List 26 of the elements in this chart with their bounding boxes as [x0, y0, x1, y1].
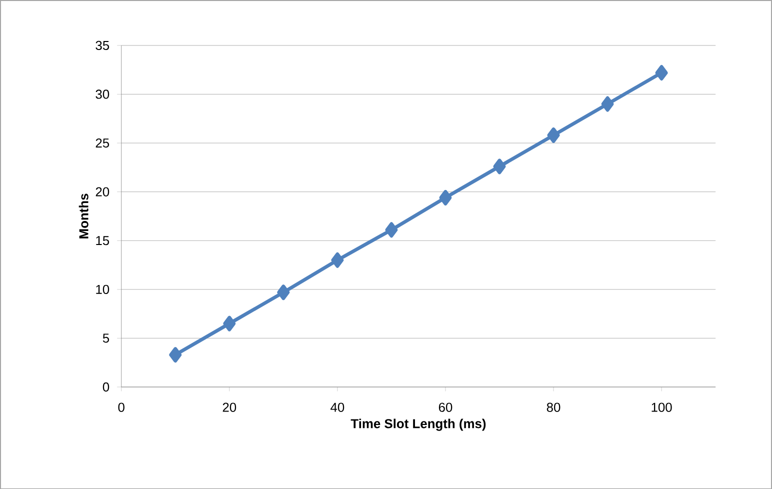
point — [385, 222, 398, 238]
y-tick-label: 30 — [96, 89, 110, 99]
x-tick-label: 0 — [118, 402, 124, 412]
y-axis-title: Months — [78, 194, 88, 238]
point — [277, 284, 290, 300]
y-tick-label: 15 — [96, 236, 110, 245]
x-tick-label: 40 — [330, 402, 344, 412]
y-tick-label: 5 — [102, 334, 110, 343]
y-tick-label: 35 — [96, 40, 110, 50]
point — [331, 252, 344, 268]
point — [223, 316, 236, 332]
y-tick-label: 10 — [96, 284, 110, 294]
point — [493, 158, 506, 174]
point — [439, 190, 452, 206]
x-tick-label: 60 — [438, 402, 452, 412]
y-tick-label: 25 — [96, 138, 110, 148]
point — [169, 346, 182, 362]
x-tick-label: 20 — [222, 402, 236, 412]
y-tick-label: 0 — [102, 382, 110, 392]
x-tick-label: 80 — [546, 402, 560, 412]
point — [601, 96, 614, 112]
x-axis-title: Time Slot Length (ms) — [350, 418, 486, 431]
y-tick-label: 20 — [96, 187, 110, 196]
x-tick-label: 100 — [652, 402, 672, 412]
point — [547, 127, 560, 143]
point — [655, 64, 668, 80]
